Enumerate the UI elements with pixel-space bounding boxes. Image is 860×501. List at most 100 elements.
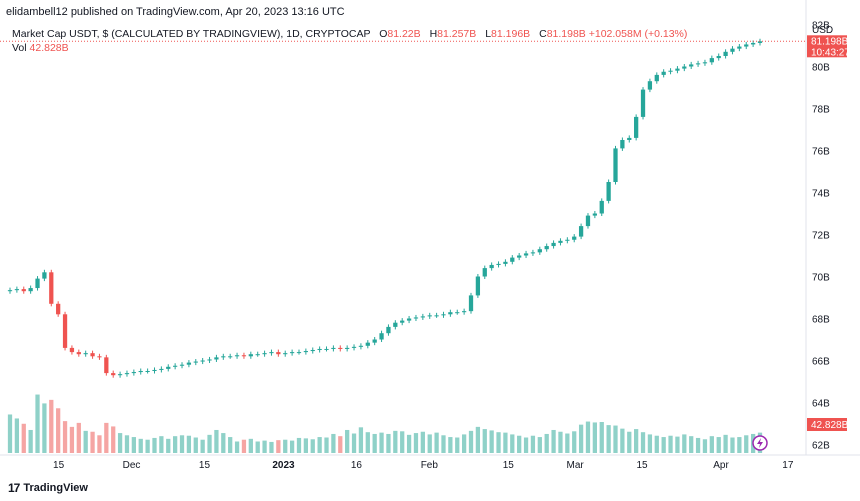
candle-body: [757, 41, 763, 43]
volume-bar: [475, 426, 481, 453]
volume-bar: [695, 437, 701, 453]
volume-bar: [76, 422, 81, 453]
volume-bar: [572, 431, 577, 453]
candle-body: [468, 295, 474, 312]
candle-body: [709, 58, 714, 63]
candle-body: [530, 252, 536, 254]
currency-label: USD: [812, 25, 833, 36]
open-label: O: [379, 28, 388, 40]
volume-bar: [737, 437, 742, 453]
candle-body: [503, 261, 508, 264]
volume-bar: [83, 430, 88, 453]
volume-bar: [468, 430, 474, 453]
time-tick-label: Apr: [713, 460, 729, 471]
volume-bar: [716, 437, 721, 453]
price-tick-label: 76B: [812, 147, 830, 158]
time-tick-label: 15: [503, 460, 515, 471]
candle-body: [35, 278, 40, 289]
candle-body: [372, 339, 377, 343]
candle-body: [675, 68, 680, 71]
low-label: L: [485, 28, 492, 40]
change-value: +102.058M (+0.13%): [588, 28, 688, 40]
volume-bar: [434, 432, 439, 453]
volume-bar: [111, 426, 116, 453]
volume-bar: [489, 430, 494, 453]
candle-body: [324, 348, 329, 350]
volume-tag-bg: [807, 418, 847, 431]
time-tick-label: Mar: [567, 460, 585, 471]
volume-bar: [269, 441, 274, 453]
replay-button[interactable]: [752, 435, 768, 451]
volume-bar: [530, 435, 536, 453]
volume-bar: [634, 429, 639, 453]
last-price-tag-bg: [807, 35, 847, 58]
lightning-icon[interactable]: [757, 438, 763, 448]
candle-body: [682, 66, 687, 69]
volume-bar: [578, 424, 584, 453]
candle-body: [413, 317, 419, 319]
volume-bar: [400, 431, 405, 453]
volume-bar: [173, 436, 178, 453]
candle-body: [744, 44, 749, 47]
volume-bar: [420, 431, 425, 453]
volume-bar: [159, 436, 164, 453]
volume-bar: [551, 429, 556, 453]
candle-body: [510, 257, 515, 262]
volume-bar: [510, 434, 515, 453]
candle-body: [76, 352, 81, 355]
candle-body: [21, 289, 26, 292]
volume-bar: [523, 437, 529, 453]
volume-bar: [427, 434, 432, 453]
volume-bar: [7, 414, 13, 453]
volume-label: Vol: [12, 42, 27, 54]
candle-body: [551, 242, 556, 247]
volume-bars: [7, 394, 763, 453]
candle-body: [145, 371, 150, 372]
publisher-line: elidambell12 published on TradingView.co…: [6, 6, 345, 18]
price-tick-label: 64B: [812, 399, 830, 410]
candle-body: [434, 315, 439, 317]
candle-body: [620, 140, 625, 149]
time-tick-label: Feb: [421, 460, 439, 471]
volume-bar: [661, 437, 666, 453]
symbol-title: Market Cap USDT, $ (CALCULATED BY TRADIN…: [12, 28, 371, 40]
candle-body: [241, 355, 247, 357]
candle-body: [173, 365, 178, 367]
candle-body: [83, 353, 88, 355]
candle-body: [723, 51, 728, 56]
volume-bar: [186, 435, 192, 453]
volume-bar: [145, 439, 150, 453]
candle-body: [565, 239, 570, 241]
volume-bar: [441, 435, 446, 453]
close-value: 81.198B: [546, 28, 586, 40]
candle-body: [200, 360, 205, 362]
candle-body: [640, 89, 646, 117]
candle-body: [537, 249, 542, 253]
time-axis: 15 Dec 15 2023 16 Feb 15 Mar 15 Apr 17: [53, 460, 794, 471]
candle-body: [420, 316, 425, 318]
time-tick-label: 16: [351, 460, 363, 471]
volume-bar: [482, 429, 487, 453]
candle-body: [689, 64, 694, 67]
volume-bar: [42, 403, 47, 453]
volume-bar: [647, 434, 653, 453]
volume-bar: [324, 437, 329, 453]
candle-body: [730, 48, 735, 52]
candle-body: [69, 347, 75, 353]
volume-tag-value: 42.828B: [811, 420, 849, 431]
candle-body: [7, 290, 13, 292]
candle-body: [49, 272, 54, 304]
price-tick-label: 74B: [812, 189, 830, 200]
volume-value: 42.828B: [29, 42, 69, 54]
candle-body: [186, 362, 192, 365]
volume-bar: [654, 435, 659, 453]
volume-bar: [709, 436, 714, 453]
volume-bar: [613, 425, 618, 453]
brand-name: TradingView: [23, 482, 88, 494]
low-value: 81.196B: [491, 28, 531, 40]
volume-bar: [283, 439, 288, 453]
candle-body: [578, 226, 584, 237]
candle-body: [517, 255, 522, 258]
candle-body: [62, 314, 68, 348]
